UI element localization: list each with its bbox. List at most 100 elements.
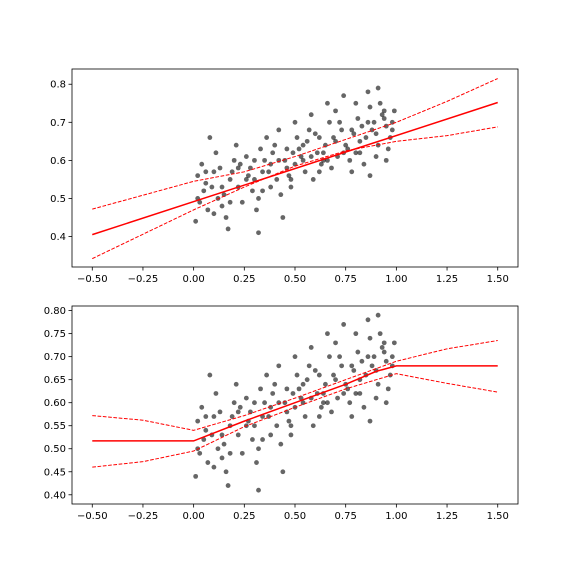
scatter-point [331,372,336,378]
scatter-point [373,395,379,401]
scatter-point [235,432,241,438]
scatter-point [197,450,203,456]
scatter-point [254,207,259,213]
scatter-point [272,142,278,148]
scatter-point [260,437,265,442]
scatter-point [375,312,381,318]
scatter-point [201,188,207,194]
scatter-point [288,423,294,429]
scatter-point [268,432,274,438]
scatter-point [262,157,267,163]
scatter-point [278,192,284,198]
scatter-point [325,157,330,163]
x-tick-label: 0.75 [335,274,357,285]
scatter-point [256,196,261,201]
scatter-point [310,423,316,429]
x-tick-label: 0.75 [335,511,357,522]
scatter-point [256,487,261,493]
scatter-point [308,112,314,118]
confidence-band-line [92,78,498,210]
y-tick-label: 0.40 [44,490,66,501]
scatter-point [290,391,296,396]
scatter-point [195,173,201,179]
scatter-point [264,135,270,140]
fit-lines [92,78,498,260]
scatter-point [237,161,243,167]
scatter-point [288,184,294,190]
fit-line [92,101,498,236]
scatter-point [333,377,338,383]
scatter-point [383,358,389,364]
scatter-point [211,169,217,175]
x-tick-label: 1.25 [436,274,458,285]
scatter-point [306,363,312,369]
scatter-point [314,150,320,156]
scatter-point [320,150,326,156]
scatter-point [252,400,257,406]
scatter-point [331,135,336,140]
scatter-point [357,150,363,156]
scatter-point [243,395,249,401]
scatter-point [347,157,353,163]
scatter-point [355,349,361,355]
x-tick-label: 0.00 [183,511,205,522]
scatter-point [325,100,330,106]
scatter-point [278,441,284,447]
scatter-point [201,437,207,442]
scatter-point [292,354,298,360]
scatter-point [363,135,369,140]
scatter-point [325,400,330,406]
scatter-point [337,119,342,125]
scatter-point [379,112,385,118]
scatter-point [256,446,261,452]
bottom-axes: −0.50 −0.25 0.00 0.25 0.50 0.75 1.00 1.25 1.50 0.… [44,305,519,522]
scatter-point [199,404,205,410]
scatter-point [203,180,209,186]
scatter-point [343,142,349,148]
scatter-point [219,432,225,438]
scatter-point [193,218,199,224]
scatter-point [375,381,381,387]
scatter-point [375,85,381,91]
scatter-point [318,404,324,410]
scatter-point [203,169,209,175]
scatter-point [256,230,261,236]
scatter-point [286,418,292,424]
scatter-point [335,395,340,401]
scatter-point [383,157,389,163]
scatter-point [250,437,255,442]
scatter-point [325,331,330,337]
scatter-point [385,146,391,152]
scatter-point [312,368,318,373]
scatter-point [302,414,308,419]
scatter-point [286,173,292,179]
scatter-point [219,203,225,209]
scatter-point [274,423,280,429]
scatter-point [252,423,257,429]
x-tick-label: −0.25 [128,511,159,522]
scatter-point [276,400,282,406]
scatter-point [239,450,245,456]
scatter-point [341,391,347,396]
scatter-point [276,363,282,369]
scatter-point [351,368,357,373]
scatter-point [310,177,316,182]
scatter-point [361,161,367,167]
scatter-point [248,409,253,415]
scatter-point [211,464,217,470]
x-tick-label: 1.50 [487,511,509,522]
scatter-point [333,340,338,346]
scatter-point [308,154,314,159]
x-tick-label: −0.25 [128,274,159,285]
x-tick-label: −0.50 [77,511,108,522]
scatter-point [381,108,387,114]
scatter-point [245,173,251,179]
y-tick-label: 0.8 [50,80,66,91]
scatter-point [225,226,231,232]
scatter-point [268,184,274,190]
scatter-point [367,335,373,341]
scatter-point [389,127,395,133]
scatter-point [221,192,227,198]
scatter-point [347,400,353,406]
